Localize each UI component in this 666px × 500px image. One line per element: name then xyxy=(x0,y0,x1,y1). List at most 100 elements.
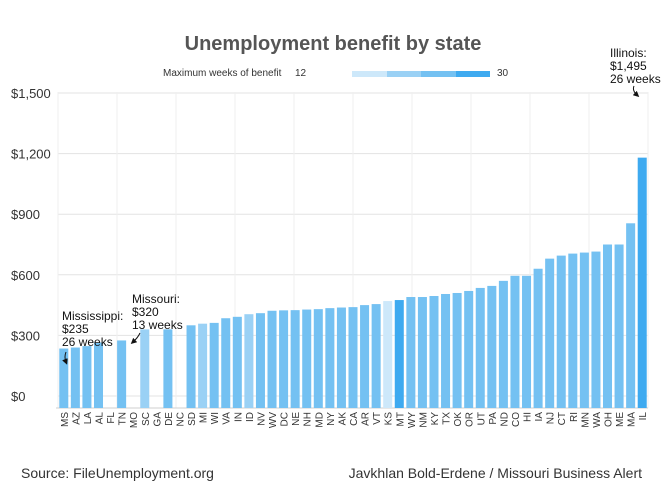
x-tick-label: OK xyxy=(453,412,464,427)
annotation-arrow xyxy=(632,85,640,98)
bar-tn[interactable] xyxy=(117,340,127,408)
annotation-text: 13 weeks xyxy=(132,318,183,332)
bar-wi[interactable] xyxy=(209,322,219,408)
bar-ne[interactable] xyxy=(290,310,300,408)
bar-md[interactable] xyxy=(313,309,323,408)
x-tick-label: FL xyxy=(106,412,117,424)
x-tick-label: NE xyxy=(291,412,302,426)
legend-swatch xyxy=(386,71,421,77)
legend-label: Maximum weeks of benefit xyxy=(163,68,282,79)
x-tick-label: AL xyxy=(94,412,105,425)
bar-nm[interactable] xyxy=(417,297,427,408)
legend-min-label: 12 xyxy=(295,68,307,79)
bar-de[interactable] xyxy=(163,329,173,408)
bar-mi[interactable] xyxy=(198,323,208,408)
annotation-text: 26 weeks xyxy=(610,72,661,86)
bar-la[interactable] xyxy=(82,346,92,408)
bar-ia[interactable] xyxy=(533,268,543,408)
bar-hi[interactable] xyxy=(522,275,532,408)
x-tick-label: SD xyxy=(187,412,198,426)
x-tick-label: AK xyxy=(337,412,348,426)
annotation-text: $1,495 xyxy=(610,59,647,73)
bar-tx[interactable] xyxy=(441,293,451,408)
x-tick-label: GA xyxy=(152,412,163,427)
annotation-text: $320 xyxy=(132,305,159,319)
bar-ct[interactable] xyxy=(556,255,566,408)
bar-nv[interactable] xyxy=(255,313,265,408)
bar-pa[interactable] xyxy=(487,285,497,408)
x-tick-label: IA xyxy=(534,412,545,422)
legend-max-label: 30 xyxy=(497,68,509,79)
annotation-arrow xyxy=(130,332,141,345)
bar-co[interactable] xyxy=(510,275,520,408)
x-tick-label: KY xyxy=(430,412,441,426)
x-tick-label: MI xyxy=(199,412,210,423)
x-tick-label: MT xyxy=(395,412,406,426)
x-axis: MS AZ LA AL FL TN MO SC GA DE NC SD MI WI VA IN ID NV WV DC… xyxy=(60,412,649,429)
bar-wy[interactable] xyxy=(406,297,416,408)
bar-ny[interactable] xyxy=(325,308,335,408)
bar-ut[interactable] xyxy=(475,287,485,408)
y-tick-label: $1,500 xyxy=(11,86,51,101)
x-tick-label: CA xyxy=(349,412,360,426)
bar-me[interactable] xyxy=(614,244,624,409)
bar-wv[interactable] xyxy=(267,310,277,408)
x-tick-label: NM xyxy=(418,412,429,428)
bar-mn[interactable] xyxy=(579,252,589,408)
annotation-text: Mississippi: xyxy=(62,309,123,323)
bar-mt[interactable] xyxy=(394,300,404,408)
bar-dc[interactable] xyxy=(279,310,289,408)
bar-wa[interactable] xyxy=(591,251,601,408)
source-note: Source: FileUnemployment.org xyxy=(21,465,214,481)
bar-id[interactable] xyxy=(244,314,254,408)
bar-vt[interactable] xyxy=(371,304,381,408)
bar-sc[interactable] xyxy=(140,329,150,408)
legend-swatch xyxy=(421,71,456,77)
x-tick-label: MN xyxy=(580,412,591,428)
x-tick-label: WV xyxy=(268,412,279,428)
bar-ri[interactable] xyxy=(568,253,578,408)
y-tick-label: $300 xyxy=(11,328,40,343)
bar-or[interactable] xyxy=(464,290,474,408)
bar-va[interactable] xyxy=(221,318,231,408)
bar-oh[interactable] xyxy=(602,244,613,409)
bar-nj[interactable] xyxy=(545,258,555,408)
bar-il[interactable] xyxy=(637,157,647,408)
x-tick-label: NJ xyxy=(546,412,557,424)
x-tick-label: AZ xyxy=(71,412,82,425)
bar-az[interactable] xyxy=(70,347,80,408)
bar-ak[interactable] xyxy=(336,307,346,408)
x-tick-label: WI xyxy=(210,412,221,424)
x-tick-label: AR xyxy=(361,412,372,426)
bar-ma[interactable] xyxy=(626,223,636,408)
x-tick-label: SC xyxy=(141,412,152,426)
x-tick-label: MD xyxy=(314,412,325,428)
bars xyxy=(59,157,647,409)
bar-ca[interactable] xyxy=(348,307,358,408)
x-tick-label: PA xyxy=(488,412,499,425)
x-tick-label: DC xyxy=(280,412,291,426)
x-tick-label: NH xyxy=(303,412,314,426)
x-tick-label: NC xyxy=(175,412,186,426)
bar-ok[interactable] xyxy=(452,292,462,408)
bar-ms[interactable] xyxy=(59,348,69,408)
x-tick-label: NV xyxy=(256,412,267,426)
bar-nh[interactable] xyxy=(302,309,312,408)
annotation-text: 26 weeks xyxy=(62,335,113,349)
x-tick-label: KS xyxy=(384,412,395,426)
bar-ar[interactable] xyxy=(360,305,370,408)
bar-nd[interactable] xyxy=(498,280,508,408)
legend-swatch xyxy=(455,71,490,77)
bar-sd[interactable] xyxy=(186,325,196,408)
bar-ks[interactable] xyxy=(383,301,393,408)
bar-in[interactable] xyxy=(232,316,242,408)
bar-ky[interactable] xyxy=(429,296,439,408)
bar-al[interactable] xyxy=(93,342,104,408)
x-tick-label: HI xyxy=(523,412,534,422)
x-tick-label: IN xyxy=(233,412,244,422)
y-tick-label: $1,200 xyxy=(11,147,51,162)
